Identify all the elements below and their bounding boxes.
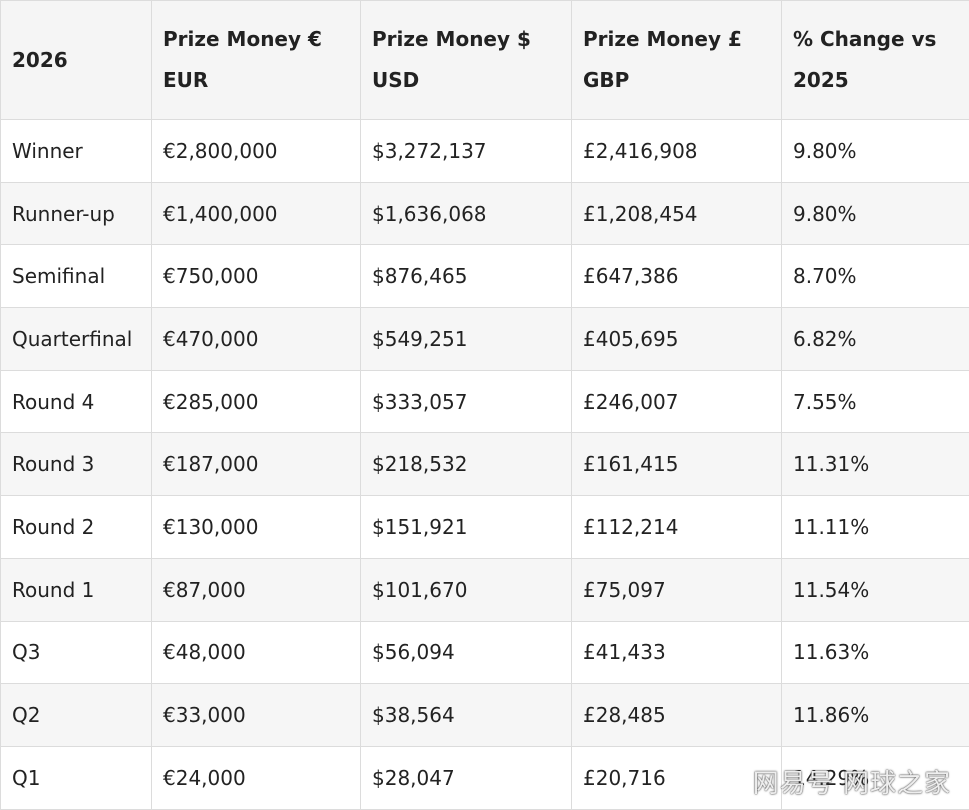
table-cell: 6.82% xyxy=(781,307,969,371)
table-cell: $1,636,068 xyxy=(360,181,572,246)
table-row: Q3 €48,000 $56,094 £41,433 11.63% xyxy=(0,620,969,685)
table-cell: Quarterfinal xyxy=(0,307,152,371)
table-cell: $38,564 xyxy=(360,683,572,747)
header-cell: Prize Money £ GBP xyxy=(571,0,782,120)
table-cell: 14.29% xyxy=(781,745,969,810)
table-row: Q1 €24,000 $28,047 £20,716 14.29% xyxy=(0,745,969,810)
table-cell: 9.80% xyxy=(781,181,969,246)
header-cell: 2026 xyxy=(0,0,152,120)
table-cell: €87,000 xyxy=(151,557,361,622)
table-cell: 7.55% xyxy=(781,369,969,434)
table-cell: $549,251 xyxy=(360,307,572,371)
table-cell: $101,670 xyxy=(360,557,572,622)
table-cell: £20,716 xyxy=(571,745,782,810)
table-row: Runner-up €1,400,000 $1,636,068 £1,208,454 9… xyxy=(0,181,969,246)
table-body: Winner €2,800,000 $3,272,137 £2,416,908 9.80… xyxy=(0,119,969,810)
table-cell: $151,921 xyxy=(360,495,572,559)
table-cell: £41,433 xyxy=(571,620,782,685)
header-row: 2026 Prize Money € EUR Prize Money $ USD Pr… xyxy=(0,0,969,120)
table-cell: $333,057 xyxy=(360,369,572,434)
table-cell: 9.80% xyxy=(781,119,969,183)
table-cell: £647,386 xyxy=(571,244,782,309)
table-head: 2026 Prize Money € EUR Prize Money $ USD Pr… xyxy=(0,0,969,120)
table-cell: Round 2 xyxy=(0,495,152,559)
table-cell: Semifinal xyxy=(0,244,152,309)
table-cell: £246,007 xyxy=(571,369,782,434)
table-cell: €48,000 xyxy=(151,620,361,685)
table-cell: Q2 xyxy=(0,683,152,747)
table-cell: $28,047 xyxy=(360,745,572,810)
table-row: Winner €2,800,000 $3,272,137 £2,416,908 9.80… xyxy=(0,119,969,183)
table-cell: £112,214 xyxy=(571,495,782,559)
table-cell: €750,000 xyxy=(151,244,361,309)
table-cell: €470,000 xyxy=(151,307,361,371)
table-cell: Runner-up xyxy=(0,181,152,246)
table-cell: £75,097 xyxy=(571,557,782,622)
table-row: Round 4 €285,000 $333,057 £246,007 7.55% xyxy=(0,369,969,434)
table-cell: €33,000 xyxy=(151,683,361,747)
table-cell: Q1 xyxy=(0,745,152,810)
table-cell: Round 4 xyxy=(0,369,152,434)
table-cell: Q3 xyxy=(0,620,152,685)
table-row: Q2 €33,000 $38,564 £28,485 11.86% xyxy=(0,683,969,747)
table-cell: £405,695 xyxy=(571,307,782,371)
table-cell: €24,000 xyxy=(151,745,361,810)
table-cell: Winner xyxy=(0,119,152,183)
table-cell: £28,485 xyxy=(571,683,782,747)
table-row: Round 3 €187,000 $218,532 £161,415 11.31% xyxy=(0,432,969,497)
table-cell: $56,094 xyxy=(360,620,572,685)
table-cell: €130,000 xyxy=(151,495,361,559)
table-cell: 11.31% xyxy=(781,432,969,497)
table-cell: €187,000 xyxy=(151,432,361,497)
table-cell: 8.70% xyxy=(781,244,969,309)
table-cell: €1,400,000 xyxy=(151,181,361,246)
table-cell: €285,000 xyxy=(151,369,361,434)
header-cell: % Change vs 2025 xyxy=(781,0,969,120)
table-cell: €2,800,000 xyxy=(151,119,361,183)
header-cell: Prize Money € EUR xyxy=(151,0,361,120)
table-cell: 11.86% xyxy=(781,683,969,747)
table-row: Round 1 €87,000 $101,670 £75,097 11.54% xyxy=(0,557,969,622)
table-cell: 11.54% xyxy=(781,557,969,622)
table-cell: 11.11% xyxy=(781,495,969,559)
table-cell: 11.63% xyxy=(781,620,969,685)
table-row: Semifinal €750,000 $876,465 £647,386 8.70% xyxy=(0,244,969,309)
table-cell: Round 3 xyxy=(0,432,152,497)
table-row: Round 2 €130,000 $151,921 £112,214 11.11% xyxy=(0,495,969,559)
table-cell: $876,465 xyxy=(360,244,572,309)
table-cell: $3,272,137 xyxy=(360,119,572,183)
header-cell: Prize Money $ USD xyxy=(360,0,572,120)
table-cell: £2,416,908 xyxy=(571,119,782,183)
table-cell: Round 1 xyxy=(0,557,152,622)
table-row: Quarterfinal €470,000 $549,251 £405,695 6.82… xyxy=(0,307,969,371)
table-cell: £1,208,454 xyxy=(571,181,782,246)
table-cell: £161,415 xyxy=(571,432,782,497)
watermark: 网易号 网球之家 xyxy=(752,769,951,799)
table-cell: $218,532 xyxy=(360,432,572,497)
